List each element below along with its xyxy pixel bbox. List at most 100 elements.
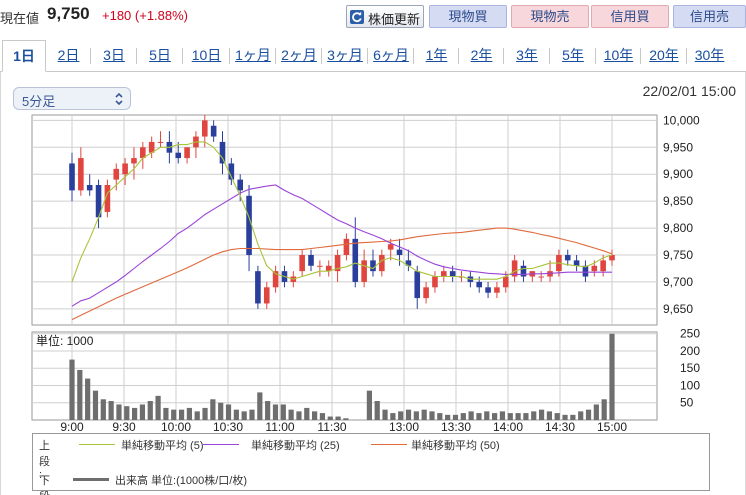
tab-label: 1日 bbox=[13, 48, 35, 64]
volume-bar bbox=[601, 399, 607, 420]
volume-bar bbox=[202, 407, 208, 420]
volume-bar bbox=[85, 378, 91, 420]
tab-label: 2日 bbox=[57, 47, 80, 63]
volume-bar bbox=[132, 407, 138, 420]
candle-body bbox=[140, 147, 146, 159]
tab-period-4[interactable]: 10日 bbox=[183, 40, 230, 71]
tab-period-3[interactable]: 5日 bbox=[137, 40, 183, 71]
tab-label: 30年 bbox=[694, 47, 725, 63]
candle-body bbox=[600, 260, 606, 272]
volume-bar bbox=[147, 401, 153, 420]
tab-separator bbox=[595, 48, 596, 64]
candle-body bbox=[122, 163, 128, 175]
sell-cash-button[interactable]: 現物売 bbox=[511, 5, 589, 28]
tab-label: 3ヶ月 bbox=[327, 47, 363, 63]
refresh-quote-button[interactable]: 株価更新 bbox=[346, 5, 424, 28]
legend-swatch-volume bbox=[73, 478, 109, 481]
volume-bar bbox=[335, 416, 341, 420]
price-tick-label: 9,850 bbox=[663, 194, 693, 208]
interval-select[interactable]: 5分足 bbox=[13, 87, 131, 110]
buy-margin-button[interactable]: 信用買 bbox=[591, 5, 669, 28]
candle-body bbox=[343, 238, 350, 255]
tab-separator bbox=[640, 48, 641, 64]
candle-body bbox=[591, 265, 598, 272]
tab-period-15[interactable]: 30年 bbox=[687, 40, 732, 71]
candle-body bbox=[95, 185, 102, 218]
volume-bar bbox=[562, 414, 568, 420]
candle-body bbox=[441, 271, 447, 277]
tab-label: 10日 bbox=[191, 47, 222, 63]
sell-margin-button[interactable]: 信用売 bbox=[673, 5, 746, 28]
candle-body bbox=[538, 276, 544, 278]
volume-bar bbox=[405, 409, 412, 420]
volume-bar bbox=[327, 416, 333, 420]
tab-label: 20年 bbox=[649, 47, 679, 63]
candle-body bbox=[520, 265, 527, 277]
legend-text-volume: 出来高 単位:(1000株/口/枚) bbox=[115, 475, 248, 487]
candle-body bbox=[396, 249, 403, 255]
candle-body bbox=[432, 276, 438, 288]
volume-bar bbox=[171, 409, 177, 420]
legend-lower-label: 下段 : bbox=[39, 475, 50, 495]
volume-bar bbox=[507, 413, 513, 420]
volume-bar bbox=[69, 359, 75, 420]
volume-bar bbox=[515, 413, 521, 420]
volume-tick-label: 250 bbox=[680, 327, 700, 341]
volume-bar bbox=[343, 418, 349, 420]
x-tick-label: 13:00 bbox=[389, 420, 419, 434]
chart-legend: 上段 : 単純移動平均 (5) 単純移動平均 (25) 単純移動平均 (50) … bbox=[32, 433, 710, 495]
tab-period-5[interactable]: 1ヶ月 bbox=[230, 40, 276, 71]
tab-label: 1年 bbox=[425, 47, 448, 63]
tab-period-12[interactable]: 5年 bbox=[550, 40, 596, 71]
candle-body bbox=[405, 260, 412, 266]
period-tabs: 1日 2日 3日 5日 10日 1ヶ月 2ヶ月 3ヶ月 6ヶ月 1年 2年 3年 5年 10年 20年 30年 bbox=[0, 40, 746, 72]
ma25-line bbox=[71, 184, 612, 307]
tab-separator bbox=[229, 48, 230, 64]
chart-datetime: 22/02/01 15:00 bbox=[642, 83, 736, 99]
tab-period-2[interactable]: 3日 bbox=[91, 40, 137, 71]
tab-period-0[interactable]: 1日 bbox=[2, 40, 46, 72]
x-tick-label: 11:00 bbox=[265, 420, 294, 434]
volume-bar bbox=[194, 411, 200, 420]
tab-period-8[interactable]: 6ヶ月 bbox=[368, 40, 414, 71]
candle-body bbox=[502, 276, 509, 288]
volume-bar bbox=[178, 409, 185, 420]
candle-body bbox=[228, 163, 235, 180]
volume-bar bbox=[366, 390, 372, 420]
volume-bar bbox=[288, 409, 294, 420]
candle-body bbox=[78, 158, 84, 191]
tab-period-9[interactable]: 1年 bbox=[414, 40, 459, 71]
buy-cash-button[interactable]: 現物買 bbox=[429, 5, 507, 28]
volume-bar bbox=[163, 407, 169, 420]
tab-label: 5年 bbox=[562, 47, 584, 63]
volume-bar bbox=[304, 407, 310, 420]
candle-body bbox=[184, 147, 190, 159]
tab-period-11[interactable]: 3年 bbox=[504, 40, 550, 71]
chevron-updown-icon bbox=[114, 92, 124, 109]
volume-bar bbox=[421, 409, 427, 420]
volume-bar bbox=[210, 399, 216, 420]
price-tick-label: 9,700 bbox=[663, 275, 693, 289]
tab-period-1[interactable]: 2日 bbox=[46, 40, 91, 71]
tab-label: 1ヶ月 bbox=[235, 47, 271, 63]
volume-plot-frame bbox=[31, 331, 658, 421]
x-tick-label: 13:30 bbox=[441, 420, 471, 434]
candle-body bbox=[334, 255, 341, 272]
volume-bar bbox=[296, 411, 302, 420]
volume-bar bbox=[280, 404, 286, 420]
tab-period-13[interactable]: 10年 bbox=[596, 40, 641, 71]
tab-period-10[interactable]: 2年 bbox=[459, 40, 504, 71]
candle-body bbox=[272, 271, 279, 288]
price-tick-label: 9,800 bbox=[663, 221, 693, 235]
current-price: 9,750 bbox=[47, 4, 90, 23]
tab-period-14[interactable]: 20年 bbox=[641, 40, 687, 71]
tab-period-7[interactable]: 3ヶ月 bbox=[322, 40, 368, 71]
tab-period-6[interactable]: 2ヶ月 bbox=[276, 40, 322, 71]
candle-body bbox=[494, 287, 500, 293]
legend-text-ma5: 単純移動平均 (5) bbox=[121, 440, 204, 452]
x-tick-label: 10:00 bbox=[161, 420, 191, 434]
candle-body bbox=[476, 281, 483, 288]
candle-body bbox=[157, 141, 164, 143]
ma5-line bbox=[71, 141, 613, 283]
